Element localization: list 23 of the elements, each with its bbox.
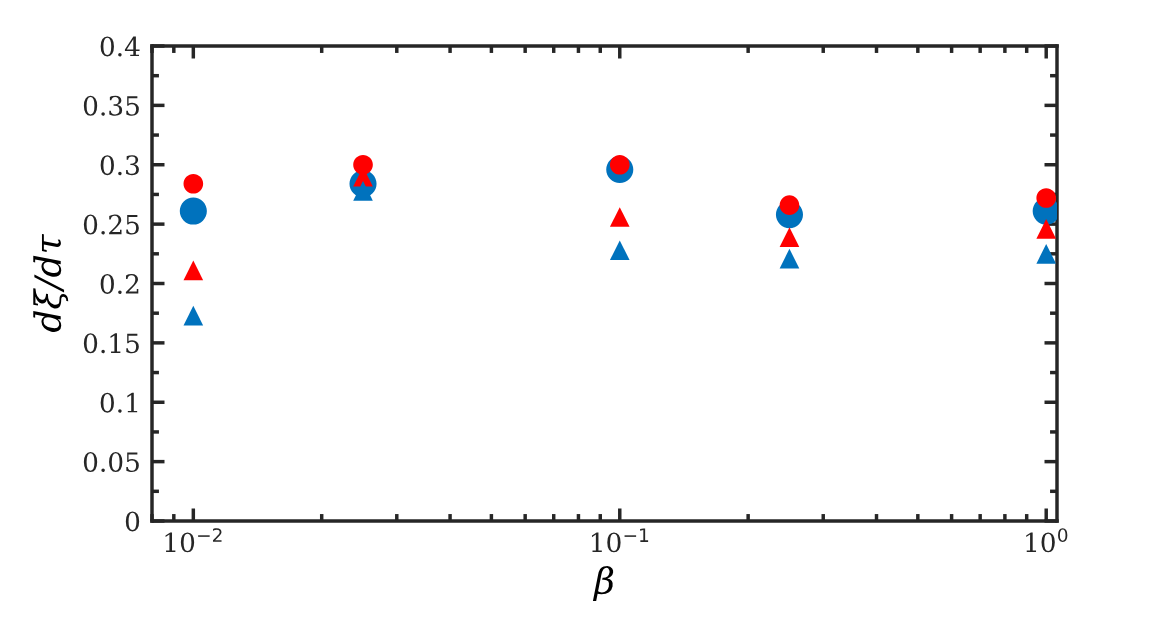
y-tick-label: 0.2: [100, 273, 139, 294]
x-tick-label: 10$^{0}$: [1026, 528, 1068, 553]
y-tick-label: 0.25: [83, 214, 139, 235]
y-tick-label: 0.05: [83, 452, 139, 473]
x-axis-title: β: [592, 565, 614, 602]
y-tick-label: 0.35: [83, 95, 139, 116]
point: [1036, 219, 1057, 239]
y-tick-label: 0.4: [100, 36, 140, 57]
y-tick-label: 0: [125, 511, 140, 532]
y-tick-label: 0.1: [100, 392, 138, 413]
point: [609, 207, 630, 227]
x-tick-label: 10$^{−2}$: [165, 528, 222, 553]
point: [179, 197, 207, 225]
point: [1036, 243, 1057, 264]
y-tick-label: 0.3: [100, 155, 139, 176]
point: [183, 173, 204, 194]
point: [183, 305, 204, 326]
point: [609, 240, 630, 261]
point: [1036, 188, 1057, 208]
y-tick-label: 0.15: [83, 333, 139, 354]
point: [183, 260, 204, 281]
y-axis-title: dξ/dτ: [33, 233, 69, 332]
x-tick-label: 10$^{−1}$: [591, 528, 649, 553]
